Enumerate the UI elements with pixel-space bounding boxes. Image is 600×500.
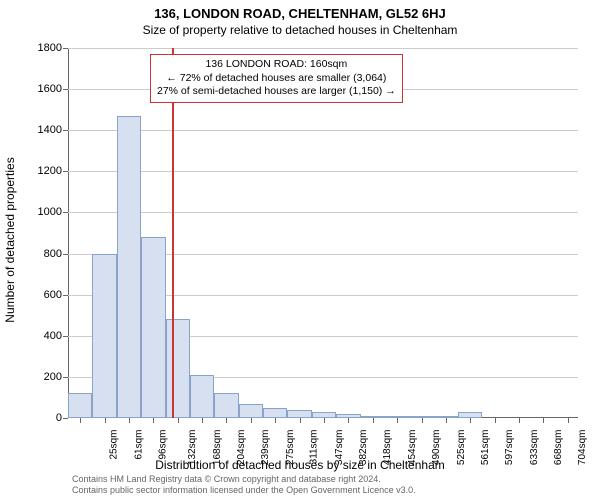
y-tick-label: 800 — [22, 248, 62, 260]
annotation-line: 136 LONDON ROAD: 160sqm — [157, 58, 396, 72]
histogram-bar — [287, 410, 311, 418]
histogram-bar — [190, 375, 214, 418]
gridline — [68, 130, 578, 131]
x-tick-mark — [153, 418, 154, 423]
y-tick-mark — [63, 212, 68, 213]
footer-line1: Contains HM Land Registry data © Crown c… — [72, 474, 416, 485]
x-tick-mark — [568, 418, 569, 423]
y-tick-mark — [63, 48, 68, 49]
plot-inner: 02004006008001000120014001600180025sqm61… — [68, 48, 578, 418]
x-tick-mark — [373, 418, 374, 423]
x-tick-mark — [80, 418, 81, 423]
x-tick-mark — [422, 418, 423, 423]
y-tick-label: 1000 — [22, 206, 62, 218]
x-tick-label: 61sqm — [133, 430, 144, 460]
y-tick-label: 1400 — [22, 124, 62, 136]
y-tick-mark — [63, 171, 68, 172]
y-tick-mark — [63, 295, 68, 296]
y-tick-mark — [63, 254, 68, 255]
x-tick-mark — [105, 418, 106, 423]
x-axis-label: Distribution of detached houses by size … — [0, 458, 600, 472]
x-tick-mark — [519, 418, 520, 423]
x-tick-mark — [446, 418, 447, 423]
x-tick-label: 96sqm — [157, 430, 168, 460]
x-tick-mark — [202, 418, 203, 423]
annotation-line: ← 72% of detached houses are smaller (3,… — [157, 72, 396, 86]
x-tick-mark — [300, 418, 301, 423]
chart-title: 136, LONDON ROAD, CHELTENHAM, GL52 6HJ — [0, 0, 600, 21]
histogram-bar — [214, 393, 238, 418]
x-tick-mark — [251, 418, 252, 423]
y-tick-label: 0 — [22, 412, 62, 424]
x-tick-label: 25sqm — [109, 430, 120, 460]
x-tick-mark — [397, 418, 398, 423]
histogram-bar — [263, 408, 287, 418]
plot-area: 02004006008001000120014001600180025sqm61… — [68, 48, 578, 418]
histogram-bar — [141, 237, 165, 418]
histogram-bar — [92, 254, 116, 418]
y-axis-line — [68, 48, 69, 418]
y-axis-label: Number of detached properties — [3, 157, 17, 322]
y-tick-label: 1600 — [22, 83, 62, 95]
x-tick-mark — [495, 418, 496, 423]
gridline — [68, 48, 578, 49]
chart-subtitle: Size of property relative to detached ho… — [0, 21, 600, 37]
footer-line2: Contains public sector information licen… — [72, 485, 416, 496]
x-tick-mark — [178, 418, 179, 423]
y-tick-label: 200 — [22, 371, 62, 383]
marker-line — [172, 48, 174, 418]
x-tick-mark — [129, 418, 130, 423]
annotation-box: 136 LONDON ROAD: 160sqm← 72% of detached… — [150, 54, 403, 103]
x-tick-mark — [470, 418, 471, 423]
y-tick-label: 1200 — [22, 165, 62, 177]
histogram-bar — [117, 116, 141, 418]
x-tick-mark — [543, 418, 544, 423]
annotation-line: 27% of semi-detached houses are larger (… — [157, 85, 396, 99]
histogram-bar — [68, 393, 92, 418]
y-tick-label: 1800 — [22, 42, 62, 54]
y-tick-mark — [63, 89, 68, 90]
y-tick-label: 400 — [22, 330, 62, 342]
y-tick-mark — [63, 130, 68, 131]
y-tick-mark — [63, 336, 68, 337]
gridline — [68, 171, 578, 172]
histogram-bar — [239, 404, 263, 418]
y-tick-label: 600 — [22, 289, 62, 301]
y-tick-mark — [63, 418, 68, 419]
x-tick-mark — [275, 418, 276, 423]
y-tick-mark — [63, 377, 68, 378]
gridline — [68, 212, 578, 213]
histogram-bar — [166, 319, 190, 418]
x-tick-mark — [348, 418, 349, 423]
chart-container: 136, LONDON ROAD, CHELTENHAM, GL52 6HJ S… — [0, 0, 600, 500]
x-tick-mark — [324, 418, 325, 423]
footer-credits: Contains HM Land Registry data © Crown c… — [72, 474, 416, 496]
x-tick-mark — [226, 418, 227, 423]
